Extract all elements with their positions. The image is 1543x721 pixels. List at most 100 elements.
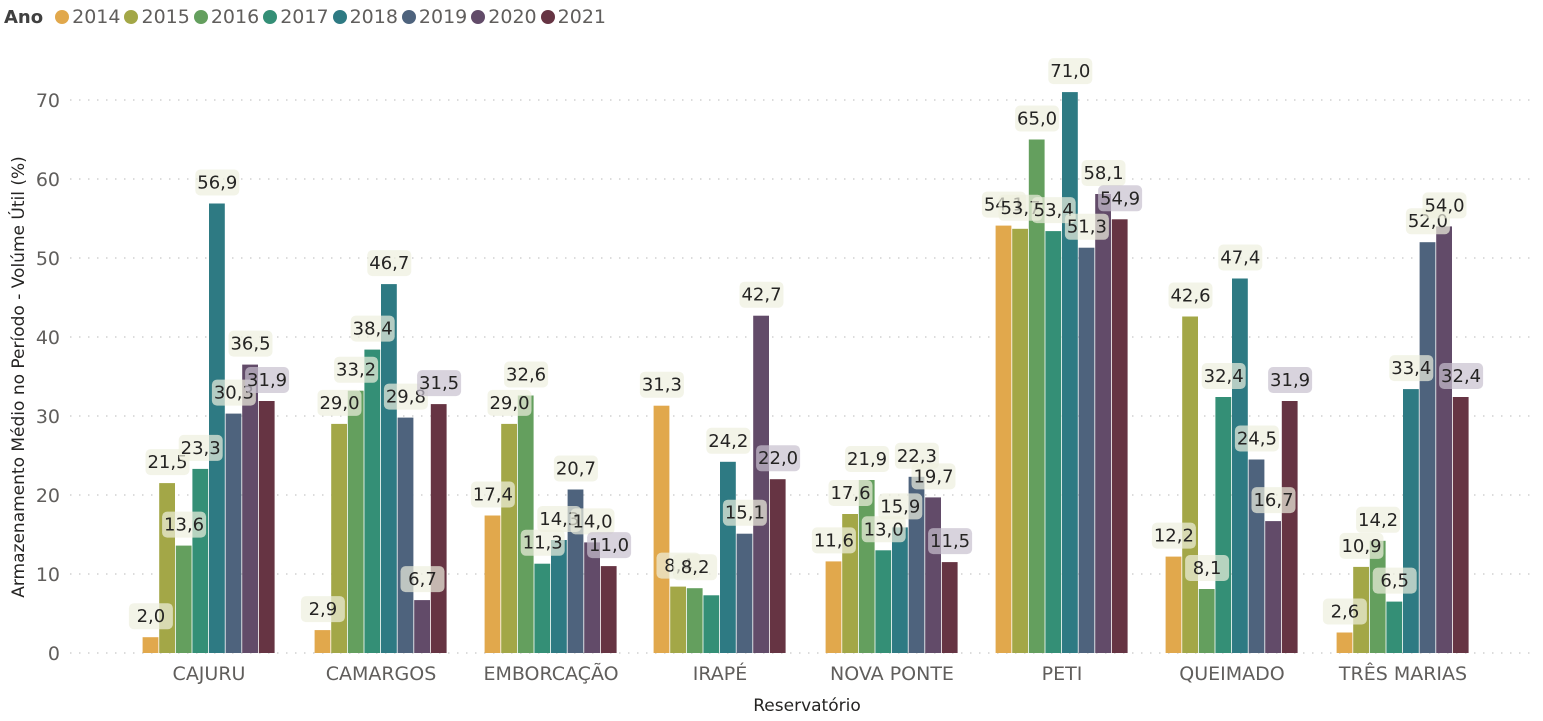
data-label-background (706, 427, 751, 454)
bar-nova-ponte-2018[interactable] (892, 527, 908, 653)
data-label: 14,2 (1356, 506, 1401, 533)
data-label-background (145, 449, 190, 476)
bar-cajuru-2019[interactable] (225, 413, 242, 653)
data-label: 10,9 (1339, 532, 1384, 559)
legend-item-2017[interactable]: 2017 (263, 6, 329, 28)
data-label-background (911, 463, 956, 490)
data-label: 11,6 (811, 527, 856, 554)
data-label-text: 23,3 (181, 438, 221, 459)
legend-item-2016[interactable]: 2016 (193, 6, 259, 28)
bar-três-marias-2014[interactable] (1336, 632, 1353, 654)
legend-item-2015[interactable]: 2015 (124, 6, 190, 28)
data-label-background (828, 480, 873, 506)
data-label-text: 13,6 (164, 515, 204, 536)
bar-três-marias-2018[interactable] (1403, 389, 1419, 653)
bar-irapé-2015[interactable] (670, 586, 686, 653)
data-label: 2,0 (128, 603, 173, 630)
bar-nova-ponte-2014[interactable] (825, 561, 842, 653)
data-label-text: 13,0 (864, 519, 904, 540)
bar-cajuru-2014[interactable] (142, 637, 159, 653)
bar-queimado-2014[interactable] (1165, 556, 1182, 653)
bar-camargos-2019[interactable] (397, 417, 414, 653)
data-labels: 2,0 21,5 13,6 23,3 56,9 30,3 36,5 31,9 2,9 29,0 33… (128, 58, 1484, 630)
data-label-background (128, 603, 173, 630)
bar-emborcação-2016[interactable] (517, 395, 534, 654)
bar-queimado-2018[interactable] (1232, 278, 1248, 654)
data-label-text: 42,6 (1170, 286, 1210, 307)
bar-camargos-2017[interactable] (364, 349, 381, 653)
legend-item-2014[interactable]: 2014 (55, 6, 120, 28)
data-label-text: 11,3 (523, 533, 563, 554)
bar-irapé-2016[interactable] (686, 588, 703, 653)
data-label: 53,4 (1031, 197, 1076, 224)
bar-queimado-2016[interactable] (1198, 589, 1215, 653)
bar-cajuru-2020[interactable] (242, 364, 258, 653)
bar-peti-2019[interactable] (1078, 247, 1095, 653)
bar-irapé-2019[interactable] (736, 533, 753, 653)
data-label: 6,5 (1372, 567, 1417, 594)
bar-emborcação-2018[interactable] (551, 540, 567, 653)
bar-emborcação-2020[interactable] (584, 542, 600, 653)
bar-peti-2020[interactable] (1095, 194, 1111, 653)
data-label: 16,7 (1251, 487, 1296, 514)
data-label-text: 58,1 (1083, 163, 1123, 184)
bar-nova-ponte-2019[interactable] (908, 476, 925, 653)
bar-peti-2018[interactable] (1062, 92, 1078, 654)
data-label-text: 21,9 (847, 449, 887, 470)
bar-peti-2017[interactable] (1045, 231, 1062, 653)
bar-peti-2021[interactable] (1111, 219, 1128, 654)
bar-emborcação-2021[interactable] (600, 566, 617, 653)
data-label: 13,6 (162, 511, 207, 538)
data-label-background (1268, 367, 1313, 393)
bar-peti-2015[interactable] (1012, 228, 1028, 654)
bar-três-marias-2021[interactable] (1452, 397, 1469, 653)
bar-camargos-2020[interactable] (414, 600, 430, 653)
bar-cajuru-2021[interactable] (258, 401, 275, 653)
bar-nova-ponte-2020[interactable] (925, 497, 941, 653)
bar-irapé-2014[interactable] (653, 405, 670, 653)
x-category-label: CAJURU (173, 663, 246, 685)
legend-item-2018[interactable]: 2018 (332, 6, 398, 28)
data-label-background (587, 532, 632, 559)
bar-camargos-2021[interactable] (430, 404, 447, 653)
data-label-background (1048, 58, 1093, 85)
data-label-background (928, 528, 973, 555)
bar-queimado-2020[interactable] (1265, 521, 1281, 653)
bar-cajuru-2016[interactable] (175, 545, 192, 653)
bar-emborcação-2017[interactable] (534, 563, 551, 653)
data-label-text: 29,0 (319, 393, 359, 414)
bar-cajuru-2018[interactable] (209, 203, 225, 654)
bar-emborcação-2014[interactable] (484, 515, 501, 654)
legend-item-2019[interactable]: 2019 (401, 6, 467, 28)
bar-camargos-2018[interactable] (381, 284, 397, 653)
bar-camargos-2016[interactable] (347, 390, 364, 653)
bar-peti-2016[interactable] (1028, 139, 1045, 654)
bar-camargos-2014[interactable] (314, 630, 331, 653)
bar-queimado-2017[interactable] (1215, 397, 1232, 653)
data-label: 20,7 (553, 455, 598, 482)
legend-item-2020[interactable]: 2020 (471, 6, 537, 28)
data-label-background (570, 508, 615, 535)
bar-três-marias-2020[interactable] (1436, 226, 1452, 653)
bar-irapé-2020[interactable] (753, 315, 769, 653)
data-label-text: 42,7 (741, 285, 781, 306)
bar-nova-ponte-2017[interactable] (875, 550, 892, 653)
y-tick-label: 10 (36, 564, 60, 586)
legend: Ano 2014 2015 2016 2017 2018 2019 2020 2021 (4, 4, 610, 30)
data-label-background (520, 529, 565, 556)
bar-camargos-2015[interactable] (331, 423, 347, 653)
bar-irapé-2018[interactable] (720, 461, 736, 653)
bar-queimado-2021[interactable] (1281, 401, 1298, 653)
bar-cajuru-2017[interactable] (192, 468, 209, 653)
data-label-text: 36,5 (230, 334, 270, 355)
data-label-text: 19,7 (913, 466, 953, 487)
bar-três-marias-2019[interactable] (1419, 242, 1436, 653)
bar-três-marias-2017[interactable] (1386, 601, 1403, 653)
bar-nova-ponte-2021[interactable] (941, 562, 958, 653)
bar-queimado-2015[interactable] (1182, 316, 1198, 654)
bar-peti-2014[interactable] (995, 225, 1012, 653)
bar-irapé-2017[interactable] (703, 595, 720, 653)
legend-item-2021[interactable]: 2021 (540, 6, 606, 28)
bar-emborcação-2015[interactable] (501, 423, 517, 653)
bar-irapé-2021[interactable] (769, 479, 786, 653)
